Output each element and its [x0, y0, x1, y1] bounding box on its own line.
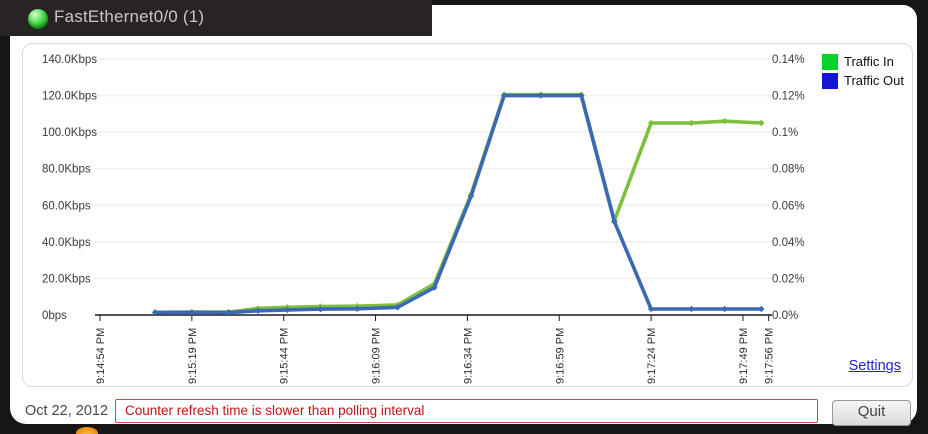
settings-link[interactable]: Settings [848, 358, 901, 374]
legend-label: Traffic In [844, 54, 894, 69]
chart-legend: Traffic In Traffic Out [822, 52, 904, 90]
chart-group-box [22, 43, 913, 387]
legend-item-traffic-in: Traffic In [822, 52, 904, 71]
background-icon-sliver [76, 427, 98, 434]
status-message: Counter refresh time is slower than poll… [115, 399, 818, 423]
legend-label: Traffic Out [844, 73, 904, 88]
graph-window: 140.0Kbps 120.0Kbps 100.0Kbps 80.0Kbps 60.0K… [10, 5, 917, 426]
quit-button[interactable]: Quit [832, 400, 911, 426]
status-orb-icon [28, 9, 48, 29]
title-bar: FastEthernet0/0 (1) [0, 0, 432, 36]
window-title: FastEthernet0/0 (1) [54, 7, 205, 26]
traffic-out-swatch-icon [822, 72, 838, 89]
legend-item-traffic-out: Traffic Out [822, 71, 904, 90]
date-label: Oct 22, 2012 [25, 403, 109, 419]
traffic-in-swatch-icon [822, 53, 838, 70]
